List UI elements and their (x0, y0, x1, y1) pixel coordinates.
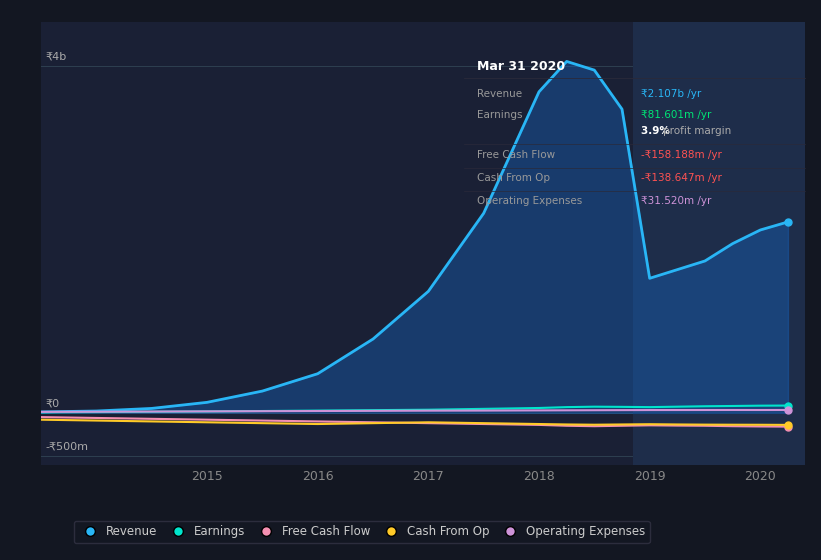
Text: Earnings: Earnings (478, 110, 523, 120)
Text: 3.9%: 3.9% (641, 127, 673, 137)
Text: -₹158.188m /yr: -₹158.188m /yr (641, 150, 722, 160)
Point (782, 422, 795, 431)
Text: ₹31.520m /yr: ₹31.520m /yr (641, 197, 712, 206)
Text: Revenue: Revenue (478, 89, 523, 99)
Point (782, 405, 795, 414)
Text: Free Cash Flow: Free Cash Flow (478, 150, 556, 160)
Point (782, 421, 795, 430)
Text: ₹2.107b /yr: ₹2.107b /yr (641, 89, 701, 99)
Text: profit margin: profit margin (663, 127, 732, 137)
Point (782, 401, 795, 410)
Legend: Revenue, Earnings, Free Cash Flow, Cash From Op, Operating Expenses: Revenue, Earnings, Free Cash Flow, Cash … (74, 520, 649, 543)
Text: ₹4b: ₹4b (45, 52, 67, 62)
Text: Cash From Op: Cash From Op (478, 173, 551, 183)
Text: ₹0: ₹0 (45, 398, 60, 408)
Text: -₹500m: -₹500m (45, 442, 89, 452)
Text: Operating Expenses: Operating Expenses (478, 197, 583, 206)
Text: -₹138.647m /yr: -₹138.647m /yr (641, 173, 722, 183)
Text: Mar 31 2020: Mar 31 2020 (478, 60, 566, 73)
Point (782, 217, 795, 226)
Bar (633, 22, 805, 465)
Text: ₹81.601m /yr: ₹81.601m /yr (641, 110, 712, 120)
